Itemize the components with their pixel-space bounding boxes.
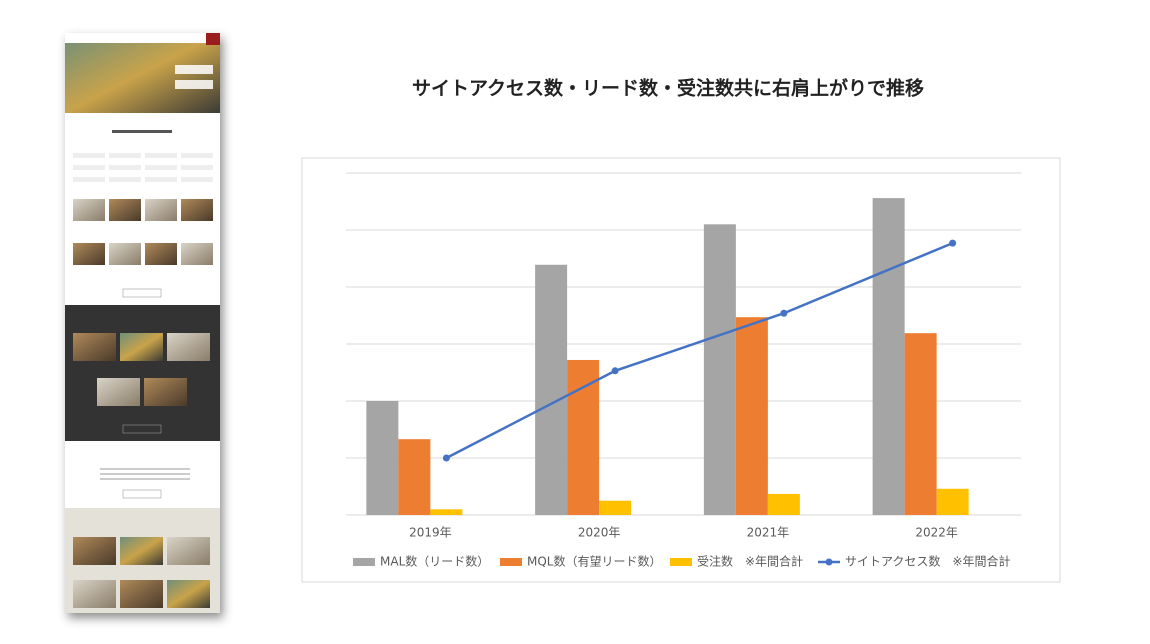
bar: [535, 264, 568, 515]
line-point: [780, 309, 788, 317]
bar: [735, 317, 768, 515]
x-tick-label: 2021年: [747, 526, 790, 540]
line-point: [442, 454, 450, 462]
bar: [703, 224, 736, 516]
bar: [904, 333, 937, 515]
legend-label: 受注数 ※年間合計: [697, 554, 803, 569]
legend-label: MQL数（有望リード数）: [527, 554, 662, 569]
legend-swatch: [670, 558, 692, 566]
x-tick-label: 2022年: [915, 526, 958, 540]
legend-swatch: [500, 558, 522, 566]
chart-title: サイトアクセス数・リード数・受注数共に右肩上がりで推移: [412, 77, 924, 100]
legend-swatch: [353, 558, 375, 566]
line-point: [611, 367, 619, 375]
bar: [398, 439, 431, 515]
line-point: [949, 239, 957, 247]
bar: [430, 509, 463, 515]
bar: [872, 198, 905, 515]
bar: [599, 500, 632, 515]
x-tick-label: 2019年: [409, 526, 452, 540]
line: [445, 241, 954, 460]
website-thumbnail: [65, 33, 220, 613]
x-tick-label: 2020年: [578, 526, 621, 540]
bar: [767, 493, 800, 515]
bar: [936, 488, 969, 515]
legend-swatch: [825, 558, 833, 566]
legend-label: MAL数（リード数）: [380, 554, 489, 569]
bar: [366, 401, 399, 515]
legend-label: サイトアクセス数 ※年間合計: [845, 554, 1010, 569]
bar: [567, 359, 600, 515]
chart-frame: [301, 157, 1061, 583]
